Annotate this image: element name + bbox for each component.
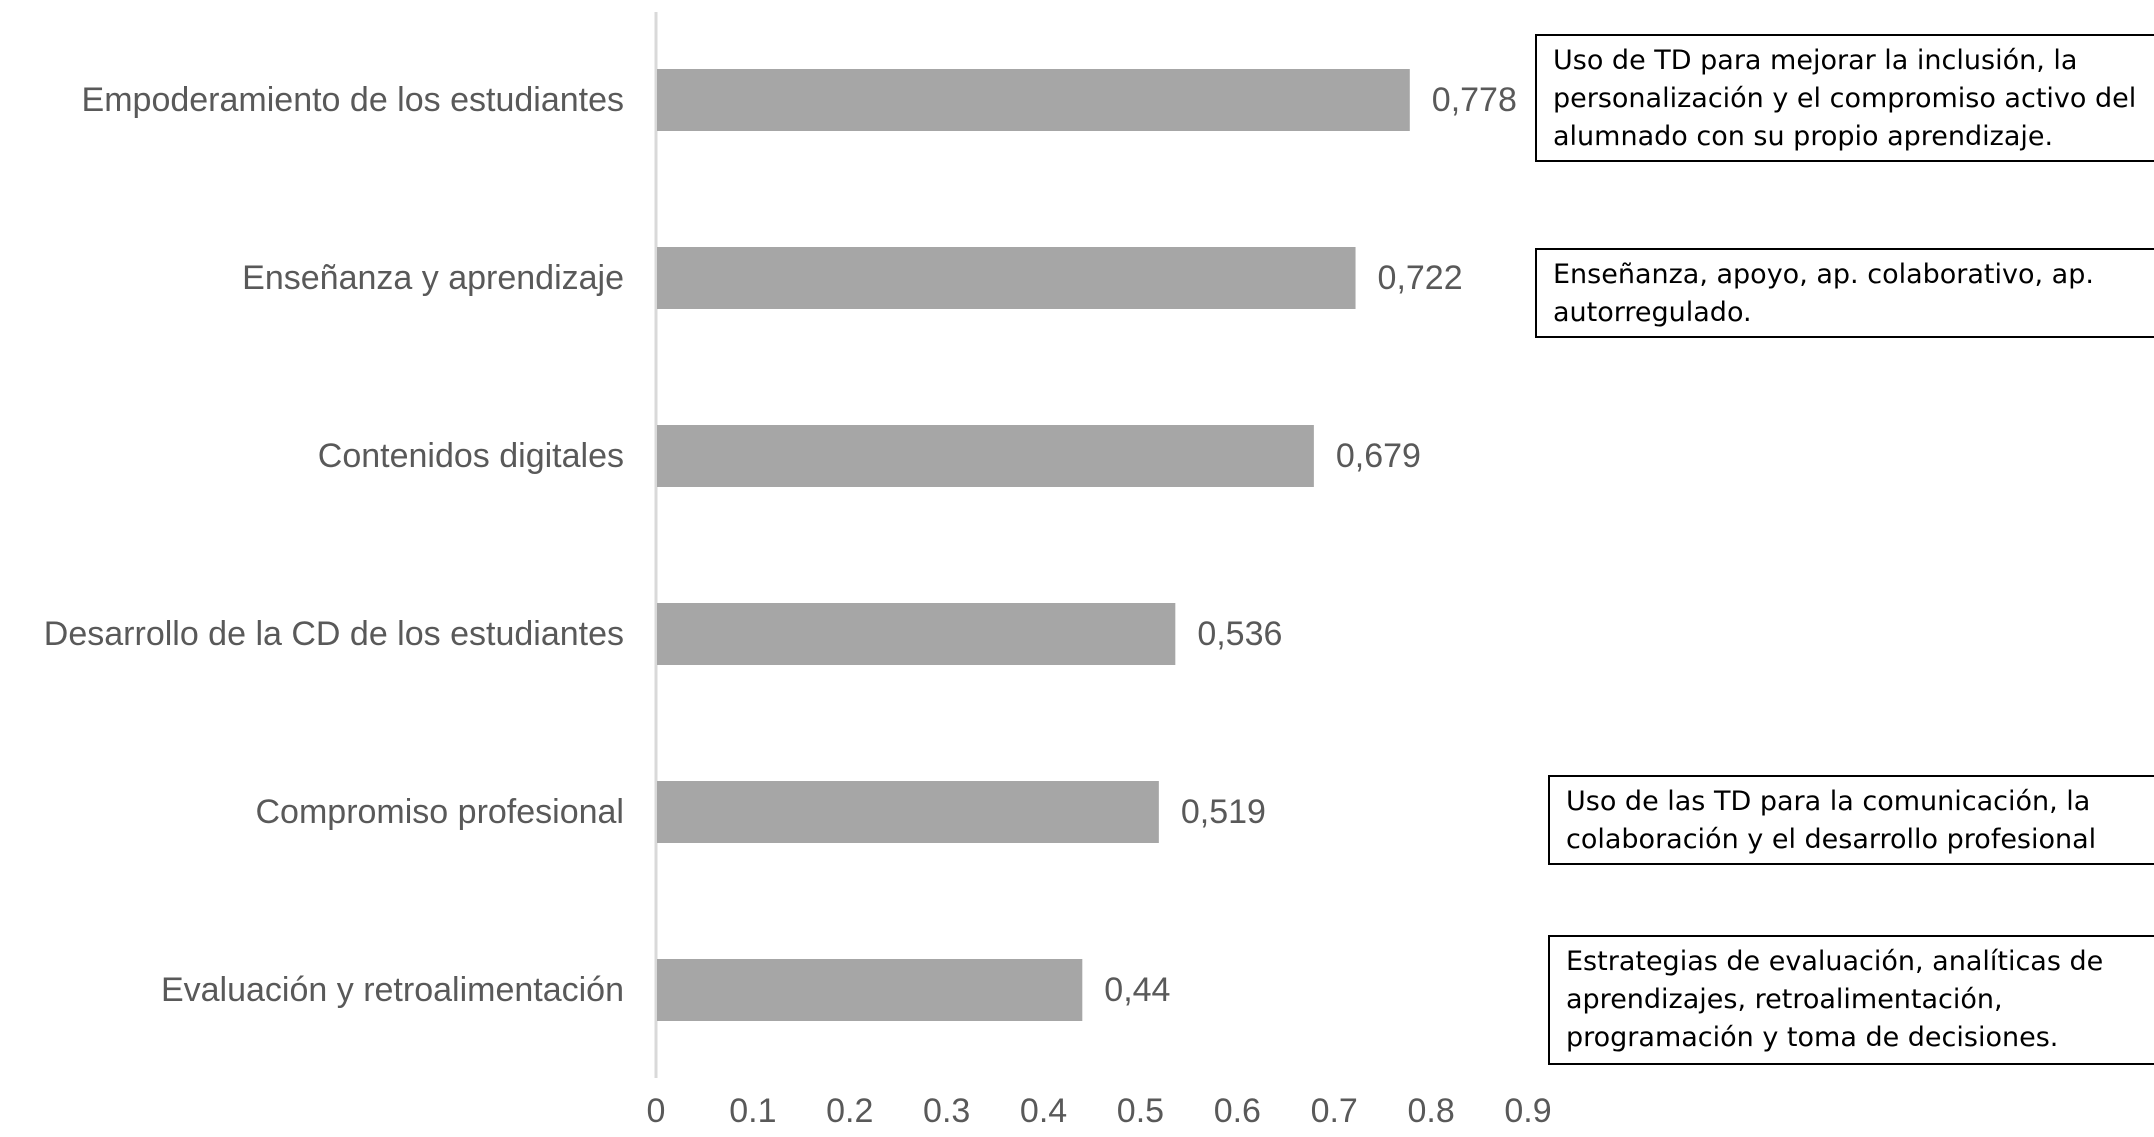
annotation-empoderamiento: Uso de TD para mejorar la inclusión, la … [1535, 34, 2154, 162]
bar [657, 959, 1083, 1021]
data-label: 0,536 [1197, 615, 1282, 653]
bar [657, 69, 1410, 131]
data-label: 0,722 [1378, 259, 1463, 297]
bar [657, 425, 1314, 487]
x-tick-label: 0.2 [826, 1092, 873, 1130]
bar [657, 603, 1176, 665]
annotation-compromiso: Uso de las TD para la comunicación, la c… [1548, 775, 2154, 865]
category-label: Empoderamiento de los estudiantes [82, 81, 624, 119]
category-label: Contenidos digitales [318, 437, 624, 475]
annotation-evaluacion: Estrategias de evaluación, analíticas de… [1548, 935, 2154, 1065]
data-label: 0,778 [1432, 81, 1517, 119]
bar [657, 781, 1159, 843]
x-tick-label: 0.6 [1214, 1092, 1261, 1130]
x-tick-label: 0 [647, 1092, 666, 1130]
x-tick-label: 0.4 [1020, 1092, 1067, 1130]
data-label: 0,44 [1104, 971, 1170, 1009]
category-label: Evaluación y retroalimentación [161, 971, 624, 1009]
category-label: Enseñanza y aprendizaje [242, 259, 624, 297]
x-tick-label: 0.8 [1407, 1092, 1454, 1130]
x-tick-label: 0.9 [1504, 1092, 1551, 1130]
x-tick-label: 0.3 [923, 1092, 970, 1130]
annotation-ensenanza: Enseñanza, apoyo, ap. colaborativo, ap. … [1535, 248, 2154, 338]
x-tick-label: 0.5 [1117, 1092, 1164, 1130]
data-label: 0,679 [1336, 437, 1421, 475]
x-tick-label: 0.7 [1311, 1092, 1358, 1130]
category-label: Compromiso profesional [256, 793, 625, 831]
x-tick-label: 0.1 [729, 1092, 776, 1130]
category-label: Desarrollo de la CD de los estudiantes [44, 615, 624, 653]
data-label: 0,519 [1181, 793, 1266, 831]
bar [657, 247, 1356, 309]
